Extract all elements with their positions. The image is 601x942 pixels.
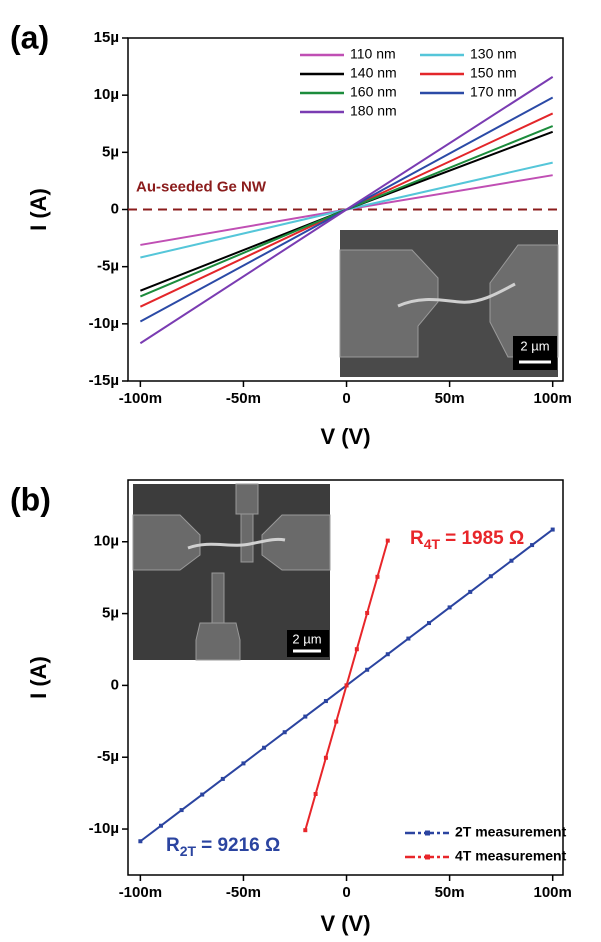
series-marker	[365, 668, 369, 672]
x-tick-label: 100m	[534, 884, 572, 901]
panel-label: (b)	[10, 481, 51, 517]
annotation-text: = 9216 Ω	[201, 835, 280, 856]
series-marker	[324, 756, 328, 760]
y-tick-label: 10µ	[94, 533, 119, 550]
series-marker	[468, 590, 472, 594]
x-tick-label: -50m	[226, 884, 261, 901]
legend-label: 140 nm	[350, 65, 397, 81]
y-tick-label: -5µ	[97, 258, 119, 275]
scale-bar-label: 2 µm	[292, 631, 321, 646]
series-marker	[386, 539, 390, 543]
y-tick-label: 0	[111, 676, 119, 693]
sem-inset-a: 2 µm	[340, 230, 558, 377]
series-marker	[489, 574, 493, 578]
series-marker	[448, 605, 452, 609]
y-tick-label: 5µ	[102, 605, 119, 622]
x-axis-title: V (V)	[320, 911, 370, 936]
x-tick-label: -50m	[226, 390, 261, 407]
series-marker	[530, 543, 534, 547]
annotation-symbol: R	[410, 528, 424, 549]
annotation-subscript: 2T	[180, 843, 197, 859]
series-marker	[509, 559, 513, 563]
legend-label: 130 nm	[470, 46, 517, 62]
series-marker	[200, 793, 204, 797]
y-tick-label: -15µ	[89, 372, 119, 389]
series-marker	[427, 621, 431, 625]
y-tick-label: 0	[111, 200, 119, 217]
y-tick-label: -10µ	[89, 820, 119, 837]
series-marker	[324, 699, 328, 703]
series-marker	[303, 715, 307, 719]
annotation: R4T= 1985 Ω	[410, 528, 524, 552]
series-marker	[334, 720, 338, 724]
series-marker	[406, 637, 410, 641]
x-tick-label: 100m	[534, 390, 572, 407]
x-tick-label: 50m	[435, 884, 465, 901]
annotation-subscript: 4T	[424, 536, 441, 552]
series-marker	[138, 839, 142, 843]
y-axis-title: I (A)	[26, 656, 51, 699]
x-tick-label: 0	[342, 390, 350, 407]
y-tick-label: 10µ	[94, 86, 119, 103]
y-tick-label: -10µ	[89, 315, 119, 332]
y-axis-title: I (A)	[26, 188, 51, 231]
series-marker	[375, 575, 379, 579]
series-marker	[386, 652, 390, 656]
series-marker	[159, 824, 163, 828]
legend-label: 160 nm	[350, 84, 397, 100]
x-tick-label: -100m	[119, 390, 162, 407]
sem-inset-b: 2 µm	[133, 484, 330, 660]
series-marker	[365, 611, 369, 615]
x-axis-title: V (V)	[320, 424, 370, 449]
series-marker	[262, 746, 266, 750]
series-marker	[180, 808, 184, 812]
y-tick-label: 5µ	[102, 143, 119, 160]
legend-label: 180 nm	[350, 103, 397, 119]
annotation-text: = 1985 Ω	[445, 528, 524, 549]
legend-label: 4T measurement	[455, 848, 567, 864]
panel-label: (a)	[10, 19, 49, 55]
legend-marker	[425, 855, 430, 860]
y-tick-label: 15µ	[94, 29, 119, 46]
x-tick-label: 0	[342, 884, 350, 901]
legend-label: 2T measurement	[455, 824, 567, 840]
series-marker	[551, 528, 555, 532]
legend-label: 110 nm	[350, 46, 396, 62]
legend-marker	[425, 831, 430, 836]
page: 2 µm 2 µm (a) -100m -50m 0 50m 100m -15µ -10µ -5…	[0, 0, 601, 942]
x-tick-label: -100m	[119, 884, 162, 901]
series-marker	[355, 647, 359, 651]
series-marker	[241, 761, 245, 765]
reference-label: Au-seeded Ge NW	[136, 178, 267, 195]
series-marker	[345, 683, 349, 687]
legend-label: 170 nm	[470, 84, 517, 100]
y-tick-label: -5µ	[97, 748, 119, 765]
annotation-symbol: R	[166, 835, 180, 856]
scale-bar-label: 2 µm	[520, 338, 549, 353]
annotation: R2T= 9216 Ω	[166, 835, 280, 859]
series-marker	[221, 777, 225, 781]
legend-label: 150 nm	[470, 65, 517, 81]
series-marker	[303, 828, 307, 832]
x-tick-label: 50m	[435, 390, 465, 407]
figure: 2 µm 2 µm (a) -100m -50m 0 50m 100m -15µ -10µ -5…	[0, 0, 601, 942]
series-marker	[314, 792, 318, 796]
series-marker	[283, 730, 287, 734]
